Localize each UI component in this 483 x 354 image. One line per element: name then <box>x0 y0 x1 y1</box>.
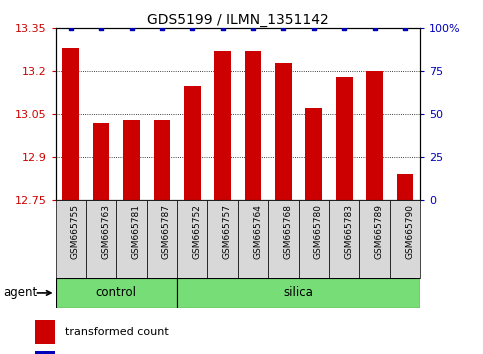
Text: GSM665755: GSM665755 <box>71 204 80 259</box>
Text: GSM665780: GSM665780 <box>314 204 323 259</box>
Bar <box>305 108 322 200</box>
Title: GDS5199 / ILMN_1351142: GDS5199 / ILMN_1351142 <box>147 13 329 27</box>
Text: GSM665764: GSM665764 <box>253 204 262 259</box>
FancyBboxPatch shape <box>268 200 298 278</box>
Bar <box>62 48 79 200</box>
Text: GSM665763: GSM665763 <box>101 204 110 259</box>
Point <box>219 25 227 31</box>
Text: silica: silica <box>284 286 313 299</box>
Bar <box>336 77 353 200</box>
Text: GSM665768: GSM665768 <box>284 204 293 259</box>
FancyBboxPatch shape <box>86 200 116 278</box>
Bar <box>275 63 292 200</box>
FancyBboxPatch shape <box>147 200 177 278</box>
Bar <box>245 51 261 200</box>
Bar <box>123 120 140 200</box>
Bar <box>154 120 170 200</box>
Point <box>310 25 318 31</box>
Point <box>188 25 196 31</box>
Text: control: control <box>96 286 137 299</box>
Text: GSM665781: GSM665781 <box>131 204 141 259</box>
Bar <box>35 352 55 354</box>
Bar <box>214 51 231 200</box>
Point <box>341 25 348 31</box>
FancyBboxPatch shape <box>116 200 147 278</box>
FancyBboxPatch shape <box>177 278 420 308</box>
FancyBboxPatch shape <box>359 200 390 278</box>
Text: agent: agent <box>3 286 37 299</box>
Point <box>249 25 257 31</box>
Point <box>371 25 379 31</box>
Text: GSM665787: GSM665787 <box>162 204 171 259</box>
Bar <box>184 86 200 200</box>
FancyBboxPatch shape <box>208 200 238 278</box>
Point <box>97 25 105 31</box>
Point <box>158 25 166 31</box>
FancyBboxPatch shape <box>390 200 420 278</box>
FancyBboxPatch shape <box>177 200 208 278</box>
FancyBboxPatch shape <box>56 200 86 278</box>
FancyBboxPatch shape <box>329 200 359 278</box>
Point <box>128 25 135 31</box>
Point <box>401 25 409 31</box>
Text: GSM665790: GSM665790 <box>405 204 414 259</box>
Text: GSM665757: GSM665757 <box>223 204 232 259</box>
Point <box>280 25 287 31</box>
Point <box>67 25 74 31</box>
Text: GSM665789: GSM665789 <box>375 204 384 259</box>
Text: transformed count: transformed count <box>65 327 169 337</box>
FancyBboxPatch shape <box>238 200 268 278</box>
Bar <box>93 123 110 200</box>
Bar <box>35 320 55 344</box>
FancyBboxPatch shape <box>56 278 177 308</box>
Bar <box>366 71 383 200</box>
Bar <box>397 174 413 200</box>
Text: GSM665783: GSM665783 <box>344 204 353 259</box>
Text: GSM665752: GSM665752 <box>192 204 201 259</box>
FancyBboxPatch shape <box>298 200 329 278</box>
